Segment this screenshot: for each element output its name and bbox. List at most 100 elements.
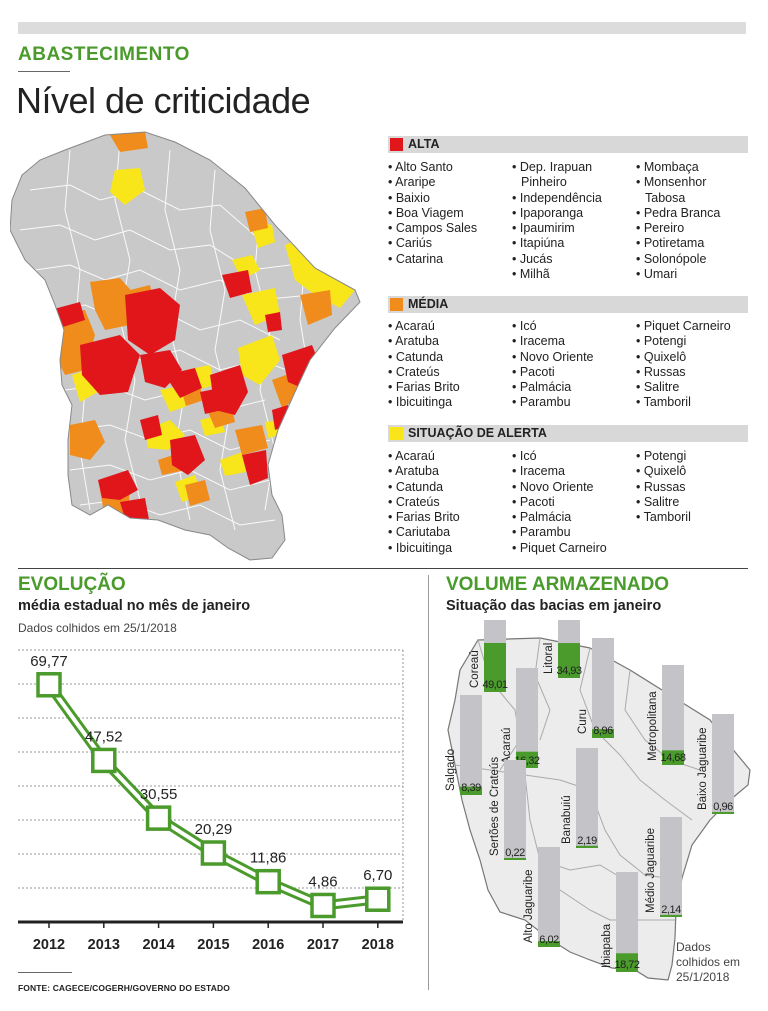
bar-fill	[576, 845, 598, 848]
bar-value-label: 2,14	[661, 904, 681, 916]
basin-name-label: Alto Jaguaribe	[523, 869, 535, 943]
bar-fill	[484, 642, 506, 692]
list-item: • Farias Brito	[388, 380, 460, 395]
list-item: • Salitre	[636, 494, 680, 509]
list-item: • Russas	[636, 479, 686, 494]
list-item: • Pacoti	[512, 364, 555, 379]
basin-name-label: Médio Jaguaribe	[645, 828, 657, 913]
list-item: • Parambu	[512, 525, 571, 540]
list-item: • Jucás	[512, 251, 553, 266]
list-item: • Milhã	[512, 267, 550, 282]
list-item: • Boa Viagem	[388, 205, 464, 220]
basin-name-label: Ibiapaba	[601, 923, 613, 968]
list-item: • Itapiúna	[512, 236, 565, 251]
list-item: • Parambu	[512, 395, 571, 410]
bar-fill	[558, 643, 580, 678]
alerta-swatch	[390, 427, 403, 440]
bar-fill	[662, 750, 684, 765]
basin-boundary	[589, 789, 681, 881]
list-item: • Independência	[512, 190, 602, 205]
x-tick-label: 2017	[307, 937, 339, 953]
data-point	[200, 840, 227, 866]
basin-name-label: Baixo Jaguaribe	[697, 728, 709, 810]
basin-name-label: Litoral	[543, 643, 555, 674]
list-item: • Mombaça	[636, 160, 699, 174]
media-col-2: • Icó • Iracema • Novo Oriente • Pacoti …	[512, 319, 594, 411]
alta-col-2: • Dep. Irapuan Pinheiro • Independência …	[512, 160, 602, 282]
list-item: • Acaraú	[388, 449, 435, 463]
list-item: • Ibicuitinga	[388, 540, 453, 555]
list-item: Tabosa	[645, 190, 686, 205]
evolucao-note: Dados colhidos em 25/1/2018	[18, 621, 177, 635]
bar-fill	[616, 953, 638, 972]
data-point	[145, 805, 172, 831]
bar-fill	[712, 812, 734, 814]
list-item: • Aratuba	[388, 464, 439, 479]
alerta-col-3: • Potengi • Quixelô • Russas • Salitre •…	[636, 449, 691, 525]
legend-alta-head: ALTA	[388, 136, 748, 153]
data-label: 30,55	[140, 786, 178, 803]
list-item: • Dep. Irapuan	[512, 160, 593, 174]
legend-media-head: MÉDIA	[388, 296, 748, 313]
bar-background	[516, 668, 538, 768]
list-item: • Potengi	[636, 449, 687, 463]
bar-fill	[660, 914, 682, 917]
bar-background	[538, 847, 560, 947]
page-title: Nível de criticidade	[16, 80, 311, 121]
list-item: • Farias Brito	[388, 510, 460, 525]
x-tick-label: 2013	[88, 937, 120, 953]
list-item: • Catarina	[388, 251, 444, 266]
basin-boundary	[619, 754, 693, 821]
list-item: • Pedra Branca	[636, 205, 721, 220]
legend-alerta-head: SITUAÇÃO DE ALERTA	[388, 425, 748, 442]
bar-value-label: 0,96	[713, 801, 733, 813]
list-item: • Iracema	[512, 464, 566, 479]
list-item: • Ibicuitinga	[388, 395, 453, 410]
media-swatch	[390, 298, 403, 311]
list-item: • Alto Santo	[388, 160, 453, 174]
data-label: 20,29	[195, 821, 233, 838]
bar-value-label: 0,22	[505, 847, 525, 859]
list-item: • Ipaporanga	[512, 205, 584, 220]
source-footer: FONTE: CAGECE/COGERH/GOVERNO DO ESTADO	[18, 983, 230, 993]
volume-subtitle: Situação das bacias em janeiro	[446, 598, 662, 614]
bar-background	[712, 714, 734, 814]
list-item: • Cariutaba	[388, 525, 451, 540]
volume-heading: VOLUME ARMAZENADO	[446, 574, 670, 595]
bar-value-label: 14,68	[660, 752, 685, 764]
data-point	[36, 672, 62, 698]
basin-name-label: Metropolitana	[647, 691, 659, 761]
bar-background	[592, 638, 614, 738]
data-point	[310, 892, 336, 919]
footer-rule	[18, 972, 72, 973]
bar-background	[662, 665, 684, 765]
basin-boundary	[579, 647, 621, 756]
section-divider	[18, 568, 748, 569]
bar-fill	[538, 940, 560, 947]
x-tick-label: 2012	[33, 937, 65, 953]
section-kicker: ABASTECIMENTO	[18, 44, 190, 65]
list-item: • Acaraú	[388, 319, 435, 333]
top-bar	[18, 22, 746, 34]
bar-fill	[504, 858, 526, 860]
list-item: • Monsenhor	[636, 175, 707, 190]
basin-name-label: Salgado	[445, 749, 457, 791]
bar-background	[660, 817, 682, 917]
list-item: • Icó	[512, 449, 537, 463]
evolucao-subtitle: média estadual no mês de janeiro	[18, 598, 251, 614]
basin-name-label: Sertões de Crateús	[489, 757, 501, 856]
alta-col-1: • Alto Santo • Araripe • Baixio • Boa Vi…	[388, 160, 477, 267]
list-item: • Cariús	[388, 236, 432, 251]
column-divider	[428, 575, 429, 990]
data-label: 47,52	[85, 728, 123, 745]
list-item: • Piquet Carneiro	[636, 319, 731, 333]
x-tick-label: 2014	[142, 937, 174, 953]
list-item: • Pereiro	[636, 221, 685, 236]
bar-value-label: 6,02	[539, 934, 559, 946]
bar-fill	[460, 786, 482, 795]
list-item: • Baixio	[388, 190, 430, 205]
list-item: • Potengi	[636, 334, 687, 349]
alta-swatch	[390, 138, 403, 151]
list-item: • Pacoti	[512, 494, 555, 509]
data-label: 11,86	[250, 850, 286, 867]
